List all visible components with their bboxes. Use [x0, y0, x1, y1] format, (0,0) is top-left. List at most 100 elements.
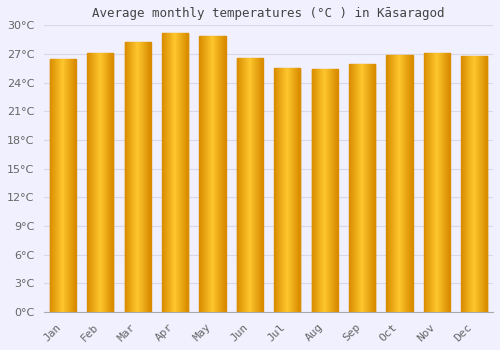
Bar — [224, 36, 225, 312]
Bar — [443, 53, 444, 312]
Bar — [63, 59, 64, 312]
Bar — [225, 36, 226, 312]
Bar — [319, 69, 320, 312]
Bar — [242, 58, 244, 312]
Bar — [479, 56, 480, 312]
Bar — [174, 33, 175, 312]
Bar — [184, 33, 185, 312]
Bar — [180, 33, 181, 312]
Bar — [250, 58, 251, 312]
Bar — [179, 33, 180, 312]
Bar — [326, 69, 328, 312]
Bar — [399, 55, 400, 312]
Bar — [291, 68, 292, 312]
Bar — [128, 42, 129, 312]
Bar — [186, 33, 187, 312]
Bar — [69, 59, 70, 312]
Bar — [472, 56, 473, 312]
Bar — [470, 56, 471, 312]
Bar — [127, 42, 128, 312]
Bar — [217, 36, 218, 312]
Bar — [239, 58, 240, 312]
Bar — [220, 36, 221, 312]
Bar — [435, 53, 436, 312]
Bar — [253, 58, 254, 312]
Bar — [251, 58, 252, 312]
Bar — [255, 58, 256, 312]
Bar — [62, 59, 63, 312]
Bar — [52, 59, 53, 312]
Bar — [355, 64, 356, 312]
Bar — [426, 53, 427, 312]
Bar — [240, 58, 242, 312]
Bar — [141, 42, 142, 312]
Bar — [312, 69, 313, 312]
Bar — [107, 53, 108, 312]
Bar — [403, 55, 404, 312]
Bar — [486, 56, 487, 312]
Bar — [111, 53, 112, 312]
Bar — [294, 68, 295, 312]
Bar — [215, 36, 216, 312]
Bar — [150, 42, 151, 312]
Bar — [248, 58, 250, 312]
Bar — [400, 55, 401, 312]
Bar — [442, 53, 443, 312]
Bar — [478, 56, 479, 312]
Bar — [129, 42, 130, 312]
Bar — [168, 33, 169, 312]
Bar — [353, 64, 354, 312]
Bar — [136, 42, 137, 312]
Bar — [67, 59, 68, 312]
Bar — [131, 42, 132, 312]
Bar — [333, 69, 334, 312]
Bar — [362, 64, 363, 312]
Bar — [316, 69, 317, 312]
Bar — [408, 55, 410, 312]
Bar — [130, 42, 131, 312]
Bar — [288, 68, 290, 312]
Bar — [297, 68, 298, 312]
Bar — [93, 53, 94, 312]
Bar — [59, 59, 60, 312]
Bar — [360, 64, 361, 312]
Bar — [406, 55, 408, 312]
Bar — [204, 36, 206, 312]
Bar — [475, 56, 476, 312]
Bar — [395, 55, 396, 312]
Bar — [468, 56, 469, 312]
Bar — [334, 69, 335, 312]
Bar — [391, 55, 392, 312]
Bar — [162, 33, 164, 312]
Bar — [164, 33, 166, 312]
Bar — [487, 56, 488, 312]
Bar — [148, 42, 149, 312]
Bar — [284, 68, 286, 312]
Bar — [173, 33, 174, 312]
Bar — [66, 59, 67, 312]
Bar — [166, 33, 167, 312]
Bar — [100, 53, 101, 312]
Bar — [440, 53, 441, 312]
Bar — [88, 53, 89, 312]
Bar — [410, 55, 412, 312]
Bar — [485, 56, 486, 312]
Bar — [349, 64, 350, 312]
Bar — [430, 53, 431, 312]
Bar — [219, 36, 220, 312]
Bar — [484, 56, 485, 312]
Bar — [320, 69, 321, 312]
Bar — [447, 53, 448, 312]
Bar — [292, 68, 293, 312]
Bar — [64, 59, 65, 312]
Bar — [244, 58, 246, 312]
Bar — [374, 64, 375, 312]
Bar — [68, 59, 69, 312]
Bar — [370, 64, 372, 312]
Bar — [434, 53, 435, 312]
Bar — [446, 53, 447, 312]
Bar — [254, 58, 255, 312]
Bar — [432, 53, 433, 312]
Bar — [261, 58, 262, 312]
Bar — [481, 56, 482, 312]
